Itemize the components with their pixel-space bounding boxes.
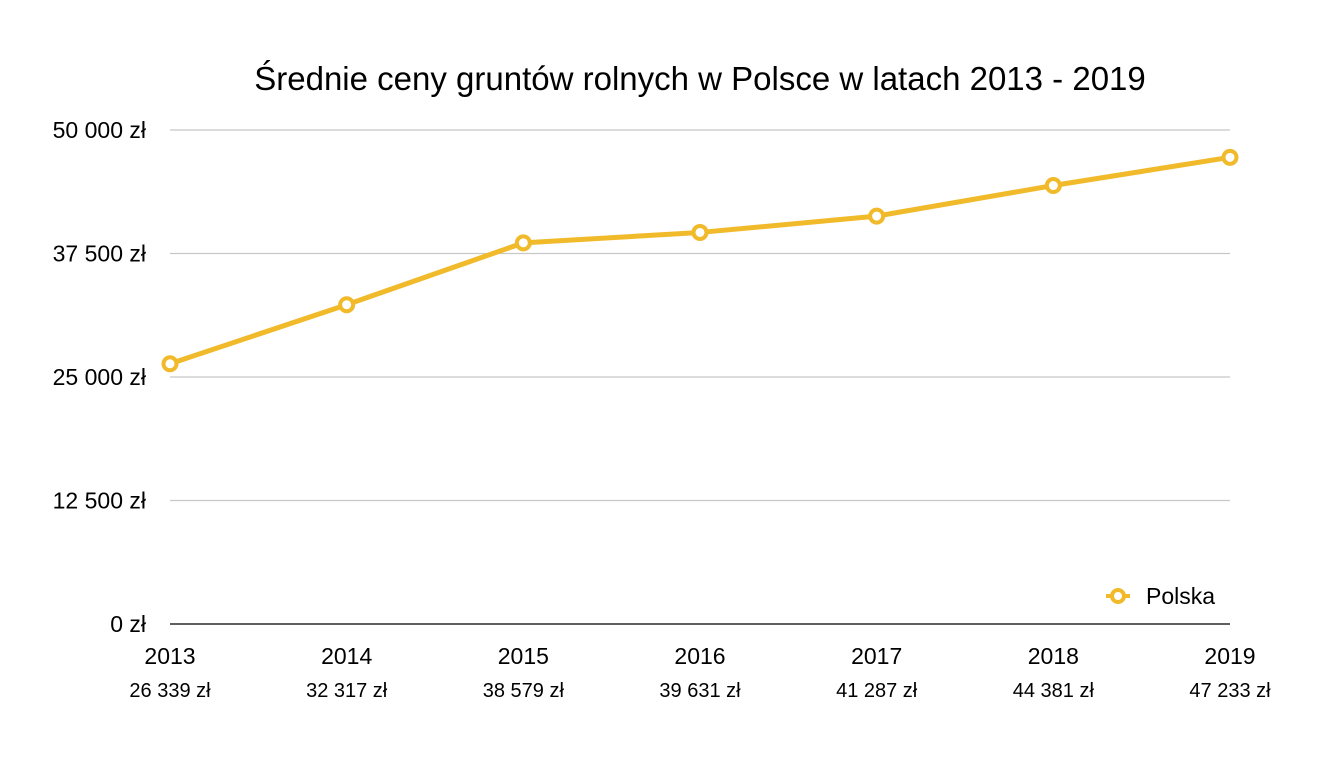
y-tick-label: 50 000 zł xyxy=(53,117,146,143)
chart-title: Średnie ceny gruntów rolnych w Polsce w … xyxy=(254,59,1146,97)
data-point xyxy=(1044,177,1062,195)
data-point xyxy=(868,207,886,225)
x-tick-label: 2014 xyxy=(321,643,372,669)
data-label: 26 339 zł xyxy=(129,680,211,702)
legend-label-polska: Polska xyxy=(1146,583,1215,609)
data-label: 38 579 zł xyxy=(483,680,565,702)
x-tick-label: 2016 xyxy=(674,643,725,669)
y-tick-label: 12 500 zł xyxy=(53,488,146,514)
legend-swatch-marker xyxy=(1110,588,1126,604)
x-tick-label: 2015 xyxy=(498,643,549,669)
y-tick-label: 37 500 zł xyxy=(53,241,146,267)
data-label: 41 287 zł xyxy=(836,680,918,702)
data-point xyxy=(1221,148,1239,166)
data-point xyxy=(161,355,179,373)
data-point xyxy=(338,296,356,314)
series-line-polska xyxy=(167,154,1233,367)
data-label: 47 233 zł xyxy=(1189,680,1271,702)
series-group xyxy=(161,148,1239,373)
data-label: 44 381 zł xyxy=(1013,680,1095,702)
data-point xyxy=(691,223,709,241)
x-axis-ticks: 2013 2014 2015 2016 2017 2018 2019 xyxy=(144,643,1255,669)
x-tick-label: 2018 xyxy=(1028,643,1079,669)
data-point xyxy=(514,234,532,252)
data-label: 32 317 zł xyxy=(306,680,388,702)
grid xyxy=(170,129,1230,502)
data-label: 39 631 zł xyxy=(659,680,741,702)
data-labels: 26 339 zł 32 317 zł 38 579 zł 39 631 zł 41 2… xyxy=(129,680,1271,702)
x-tick-label: 2013 xyxy=(144,643,195,669)
y-axis-ticks: 0 zł 12 500 zł 25 000 zł 37 500 zł 50 000 zł xyxy=(53,117,146,637)
x-tick-label: 2017 xyxy=(851,643,902,669)
x-tick-label: 2019 xyxy=(1204,643,1255,669)
legend: Polska xyxy=(1106,583,1215,609)
y-tick-label: 0 zł xyxy=(110,611,146,637)
y-tick-label: 25 000 zł xyxy=(53,364,146,390)
